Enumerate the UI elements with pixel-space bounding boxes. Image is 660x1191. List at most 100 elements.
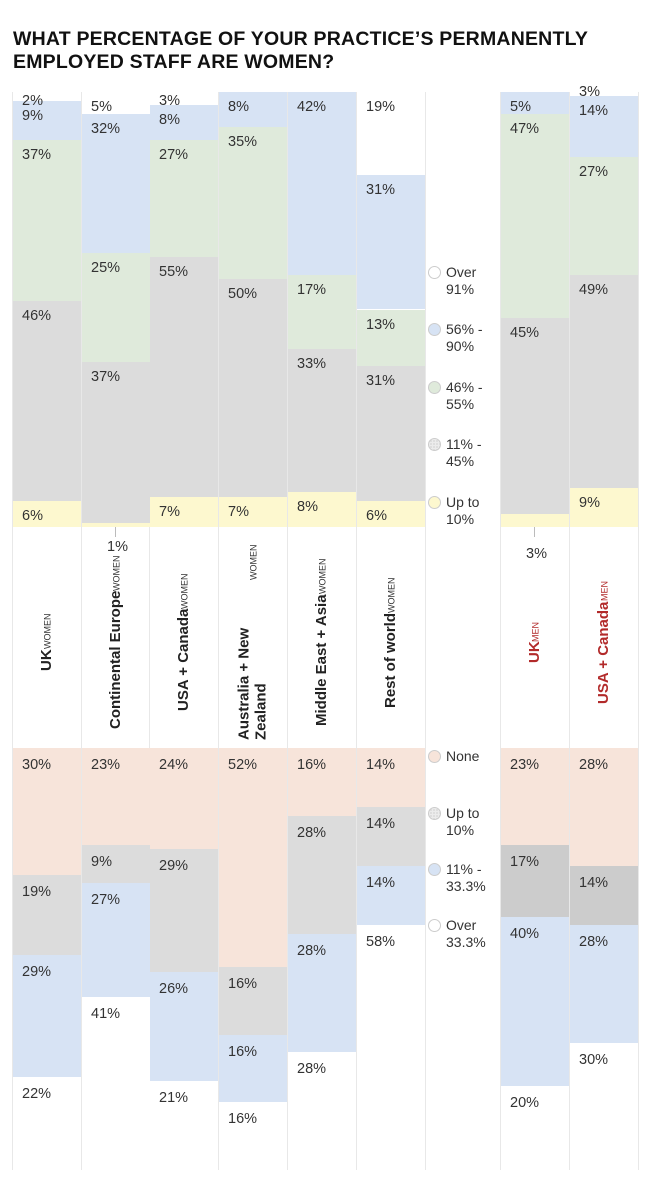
data-label: 17% [510, 854, 540, 871]
bar-segment [570, 487, 638, 527]
title-line-2: EMPLOYED STAFF ARE WOMEN? [13, 51, 335, 73]
data-label: 7% [228, 503, 249, 520]
data-label: 30% [22, 757, 52, 773]
data-label: 32% [91, 120, 121, 137]
bar-segment [82, 996, 150, 1170]
label-leader-line [115, 527, 116, 537]
category-group: MEN [599, 581, 610, 602]
bar-segment [219, 126, 287, 280]
bar-segment [570, 748, 638, 867]
bar-segment [357, 866, 425, 926]
category-label: Australia + New Zealand WOMEN [218, 545, 287, 740]
data-label: 42% [297, 99, 327, 115]
data-label: 27% [159, 146, 189, 163]
bar-segment [150, 1081, 218, 1170]
bar-segment [82, 845, 150, 884]
bar-segment [219, 279, 287, 497]
bar-segment [150, 257, 218, 497]
category-name: Middle East + Asia [313, 594, 330, 727]
legend-item: 46% -55% [428, 379, 483, 413]
legend-swatch-icon [428, 323, 441, 336]
category-group: WOMEN [111, 555, 122, 592]
bar-segment [13, 1077, 81, 1170]
bar-segment [288, 492, 356, 527]
data-label: 58% [366, 934, 396, 951]
bar-segment [219, 967, 287, 1035]
data-label: 31% [366, 373, 396, 390]
legend-item: 11% -45% [428, 436, 482, 470]
bar-segment [357, 366, 425, 501]
data-label: 16% [228, 1043, 258, 1060]
label-leader-line [534, 527, 535, 537]
data-label: 5% [91, 99, 112, 115]
bar-segment [13, 92, 81, 101]
bar-segment [150, 971, 218, 1082]
data-label: 8% [297, 499, 318, 516]
category-group: MEN [530, 621, 541, 642]
legend-label: Over 33.3% [446, 917, 486, 950]
bar-segment [288, 933, 356, 1052]
legend-item: Over 33.3% [428, 917, 486, 951]
bar-segment [13, 300, 81, 501]
data-label: 33% [297, 355, 327, 372]
legend-label: 46% -55% [446, 379, 483, 412]
data-label: 16% [228, 976, 258, 993]
bar-segment [150, 105, 218, 140]
column-divider [12, 92, 13, 1170]
title-line-1: WHAT PERCENTAGE OF YOUR PRACTICE’S PERMA… [13, 28, 589, 50]
data-label: 21% [159, 1090, 189, 1107]
data-label: 14% [366, 875, 396, 892]
data-label: 23% [510, 757, 540, 773]
column-divider [356, 92, 357, 1170]
data-label: 49% [579, 281, 609, 298]
bar-segment [570, 1043, 638, 1170]
data-label: 5% [510, 99, 531, 115]
legend-label: 11% -33.3% [446, 861, 486, 894]
data-label: 22% [22, 1086, 52, 1103]
category-name: UK [526, 641, 543, 664]
bar-segment [357, 92, 425, 175]
bar-segment [150, 849, 218, 972]
data-label: 25% [91, 259, 121, 276]
data-label: 45% [510, 325, 540, 342]
data-label: 37% [91, 368, 121, 385]
bar-segment [150, 92, 218, 106]
legend-swatch-icon [428, 919, 441, 932]
bar-segment [570, 274, 638, 488]
data-label: 29% [159, 858, 189, 875]
bar-segment [357, 925, 425, 1170]
bar-segment [219, 1102, 287, 1170]
bar-segment [501, 845, 569, 917]
data-label: 14% [579, 103, 609, 120]
data-label: 17% [297, 281, 327, 298]
data-label: 27% [579, 164, 609, 181]
bar-segment [82, 252, 150, 362]
category-group: WOMEN [317, 558, 328, 595]
data-label: 6% [366, 507, 387, 524]
bar-segment [82, 361, 150, 523]
bar-segment [288, 815, 356, 934]
category-name: Rest of world [382, 612, 399, 708]
data-label: 19% [366, 99, 396, 115]
bar-segment [570, 83, 638, 97]
bar-segment [82, 113, 150, 253]
data-label: 35% [228, 133, 258, 150]
category-label: USA + Canada MEN [569, 545, 638, 740]
category-name: USA + Canada [595, 601, 612, 704]
bar-segment [13, 139, 81, 301]
data-label: 52% [228, 757, 258, 773]
bar-segment [219, 1034, 287, 1103]
bar-segment [570, 866, 638, 926]
bar-segment [13, 500, 81, 527]
bar-segment [357, 174, 425, 310]
bar-segment [357, 748, 425, 808]
category-group: WOMEN [386, 577, 397, 613]
column-divider [81, 92, 82, 1170]
column-divider [218, 92, 219, 1170]
data-label: 20% [510, 1094, 540, 1111]
data-label: 14% [366, 757, 396, 773]
data-label: 8% [159, 112, 180, 129]
data-label: 14% [366, 816, 396, 833]
bar-segment [13, 954, 81, 1078]
